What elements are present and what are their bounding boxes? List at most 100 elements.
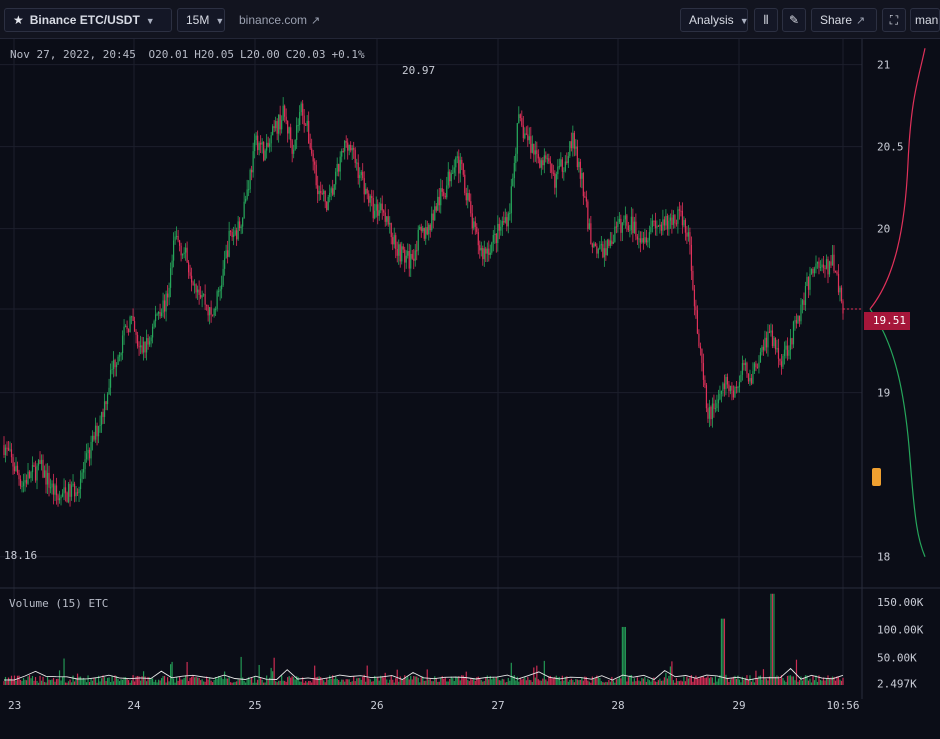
candle-body: [52, 483, 55, 495]
volume-bar: [675, 678, 678, 685]
volume-bar: [761, 679, 763, 685]
volume-bar: [347, 679, 349, 685]
candle-body: [64, 487, 67, 493]
volume-bar: [293, 677, 295, 685]
volume-bar: [671, 661, 673, 685]
volume-bar: [58, 670, 61, 685]
candle-body: [317, 185, 319, 195]
candle-body: [809, 273, 811, 290]
volume-bar: [798, 680, 801, 685]
candle-body: [543, 155, 545, 166]
star-icon[interactable]: ★: [13, 13, 24, 27]
volume-bar: [386, 679, 388, 685]
candle-body: [782, 355, 784, 367]
volume-bar: [476, 677, 478, 685]
volume-bar: [590, 682, 592, 685]
volume-bar: [4, 676, 7, 685]
candle-body: [245, 199, 247, 202]
volume-bar: [267, 680, 269, 685]
candle-body: [129, 316, 131, 333]
candle-body: [488, 248, 490, 255]
candle-body: [555, 174, 557, 188]
user-menu[interactable]: manu: [910, 8, 940, 32]
volume-bar: [31, 675, 34, 685]
volume-bar: [174, 682, 176, 685]
share-button[interactable]: Share ↗: [811, 8, 877, 32]
volume-bar: [530, 680, 532, 685]
volume-bar: [19, 679, 22, 685]
candle-body: [224, 258, 226, 269]
volume-bar: [636, 677, 638, 685]
candle-body: [261, 141, 263, 145]
candle-body: [837, 273, 840, 293]
candle-body: [389, 223, 391, 225]
candle-body: [726, 376, 729, 385]
candle-body: [710, 407, 712, 420]
candle-body: [470, 201, 472, 214]
source-link[interactable]: binance.com ↗: [239, 13, 321, 27]
volume-bar: [794, 680, 796, 685]
volume-bar: [162, 676, 164, 685]
volume-bar: [132, 675, 134, 685]
candle-body: [675, 223, 678, 225]
volume-bar: [456, 677, 458, 685]
interval-selector[interactable]: 15M ▼: [177, 8, 225, 32]
volume-bar: [145, 681, 148, 685]
fullscreen-button[interactable]: ⛶: [882, 8, 906, 32]
symbol-selector[interactable]: ★ Binance ETC/USDT ▼: [4, 8, 172, 32]
volume-bar: [707, 675, 709, 685]
volume-bar: [252, 682, 254, 685]
volume-bar: [144, 676, 146, 685]
x-tick-label-7: 10:56: [826, 699, 859, 712]
volume-bar: [333, 678, 335, 685]
candle-body: [560, 159, 562, 167]
candle-body: [681, 210, 684, 226]
candle-body: [656, 225, 658, 229]
candles-button[interactable]: ⫴: [754, 8, 778, 32]
candle-body: [404, 249, 406, 263]
high-annotation: 20.97: [402, 64, 435, 77]
candle-body: [810, 268, 813, 274]
volume-bar: [486, 675, 488, 685]
candle-body: [335, 171, 337, 185]
candle-body: [168, 287, 170, 298]
candle-body: [345, 141, 347, 143]
candle-body: [453, 167, 455, 173]
candle-body: [299, 112, 301, 126]
candle-body: [486, 248, 488, 254]
candle-body: [179, 240, 181, 246]
volume-bar: [588, 681, 590, 685]
candle-body: [467, 193, 469, 201]
candle-body: [153, 321, 155, 327]
volume-bar: [82, 677, 85, 685]
candle-body: [738, 382, 741, 388]
candle-body: [139, 345, 142, 348]
candle-body: [239, 221, 241, 228]
analysis-button[interactable]: Analysis ▼: [680, 8, 749, 32]
candle-body: [695, 306, 697, 311]
volume-bar: [163, 675, 166, 685]
candle-body: [804, 286, 807, 305]
volume-bar: [810, 682, 813, 685]
volume-bar: [273, 657, 275, 685]
volume-bar: [572, 680, 574, 685]
candle-body: [207, 305, 209, 316]
price-chart[interactable]: 21 20.5 20 19 18 23 24 25 26 27 28 29 10:56 150.00K 10…: [0, 39, 940, 739]
candle-body: [169, 268, 172, 288]
candle-body: [573, 132, 575, 149]
volume-series: [3, 593, 844, 685]
volume-bar: [698, 678, 700, 685]
x-tick-label-5: 28: [611, 699, 624, 712]
draw-button[interactable]: ✎: [782, 8, 806, 32]
volume-bar: [160, 678, 163, 685]
order-marker[interactable]: [872, 468, 881, 486]
candle-body: [734, 387, 736, 398]
volume-bar: [753, 682, 756, 685]
candle-body: [288, 127, 290, 134]
candle-body: [719, 393, 721, 400]
candle-body: [39, 460, 41, 464]
volume-bar: [563, 680, 565, 685]
volume-bar: [365, 681, 367, 685]
volume-bar: [254, 676, 256, 685]
low-annotation: 18.16: [4, 549, 37, 562]
